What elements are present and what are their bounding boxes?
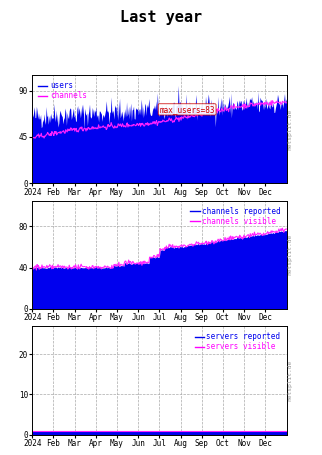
Text: netsplit.de: netsplit.de — [288, 234, 293, 275]
Text: Last year: Last year — [120, 10, 202, 25]
Text: netsplit.de: netsplit.de — [288, 360, 293, 401]
Legend: channels reported, channels visible: channels reported, channels visible — [188, 204, 283, 228]
Legend: servers reported, servers visible: servers reported, servers visible — [193, 330, 283, 354]
Text: max_users=83: max_users=83 — [159, 105, 215, 114]
Text: netsplit.de: netsplit.de — [288, 109, 293, 150]
Legend: users, channels: users, channels — [36, 79, 89, 103]
